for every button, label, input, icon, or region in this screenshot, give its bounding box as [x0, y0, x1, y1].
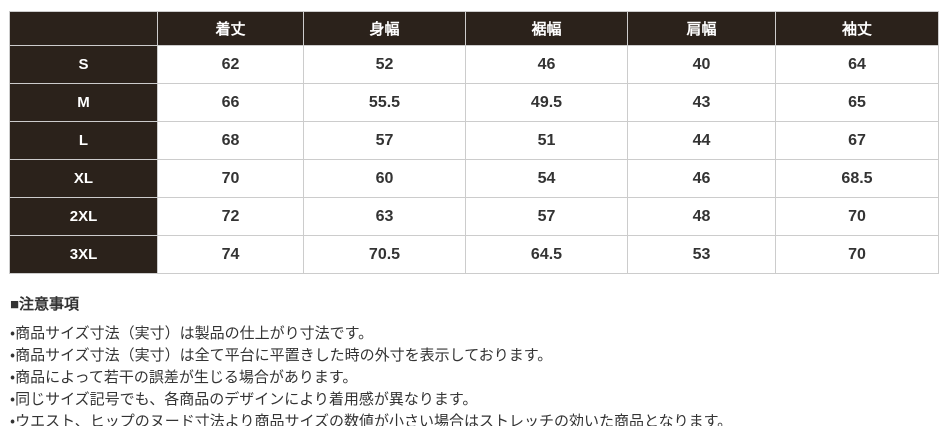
table-row-xl: XL 70 60 54 46 68.5: [9, 159, 939, 198]
row-header-size-3xl: 3XL: [9, 235, 158, 274]
size-value-cell: 62: [157, 45, 304, 84]
size-value-cell: 64: [775, 45, 939, 84]
note-item: ・商品サイズ寸法（実寸）は全て平台に平置きした時の外寸を表示しております。: [10, 347, 553, 364]
size-value-cell: 46: [465, 45, 628, 84]
size-value-cell: 43: [627, 83, 776, 122]
size-value-cell: 52: [303, 45, 466, 84]
column-header-hem-width: 裾幅: [465, 11, 628, 46]
table-row-2xl: 2XL 72 63 57 48 70: [9, 197, 939, 236]
size-value-cell: 72: [157, 197, 304, 236]
corner-cell: [9, 11, 158, 46]
size-value-cell: 74: [157, 235, 304, 274]
table-header-row: 着丈 身幅 裾幅 肩幅 袖丈: [9, 11, 939, 46]
size-value-cell: 70: [775, 235, 939, 274]
column-header-shoulder-width: 肩幅: [627, 11, 776, 46]
column-header-body-length: 着丈: [157, 11, 304, 46]
column-header-sleeve-length: 袖丈: [775, 11, 939, 46]
size-value-cell: 67: [775, 121, 939, 160]
size-chart-table: 着丈 身幅 裾幅 肩幅 袖丈 S 62 52 46 40 64 M 66 55.…: [9, 11, 939, 274]
size-value-cell: 51: [465, 121, 628, 160]
size-value-cell: 60: [303, 159, 466, 198]
note-item: ・商品によって若干の誤差が生じる場合があります。: [10, 369, 358, 386]
size-value-cell: 68.5: [775, 159, 939, 198]
size-value-cell: 65: [775, 83, 939, 122]
table-row-l: L 68 57 51 44 67: [9, 121, 939, 160]
size-value-cell: 49.5: [465, 83, 628, 122]
size-value-cell: 57: [303, 121, 466, 160]
table-row-m: M 66 55.5 49.5 43 65: [9, 83, 939, 122]
column-header-body-width: 身幅: [303, 11, 466, 46]
size-value-cell: 53: [627, 235, 776, 274]
size-value-cell: 55.5: [303, 83, 466, 122]
size-value-cell: 68: [157, 121, 304, 160]
table-row-3xl: 3XL 74 70.5 64.5 53 70: [9, 235, 939, 274]
row-header-size-2xl: 2XL: [9, 197, 158, 236]
note-item: ・商品サイズ寸法（実寸）は製品の仕上がり寸法です。: [10, 325, 374, 342]
notes-heading: ■注意事項: [10, 296, 80, 313]
table-row-s: S 62 52 46 40 64: [9, 45, 939, 84]
notes-section: ■注意事項 ・商品サイズ寸法（実寸）は製品の仕上がり寸法です。 ・商品サイズ寸法…: [9, 293, 941, 426]
size-value-cell: 44: [627, 121, 776, 160]
size-value-cell: 54: [465, 159, 628, 198]
note-item: ・同じサイズ記号でも、各商品のデザインにより着用感が異なります。: [10, 391, 478, 408]
size-value-cell: 70.5: [303, 235, 466, 274]
row-header-size-s: S: [9, 45, 158, 84]
size-value-cell: 57: [465, 197, 628, 236]
row-header-size-m: M: [9, 83, 158, 122]
size-value-cell: 64.5: [465, 235, 628, 274]
size-value-cell: 63: [303, 197, 466, 236]
size-value-cell: 40: [627, 45, 776, 84]
note-item: ・ウエスト、ヒップのヌード寸法より商品サイズの数値が小さい場合はストレッチの効い…: [10, 413, 733, 426]
size-value-cell: 46: [627, 159, 776, 198]
size-value-cell: 70: [775, 197, 939, 236]
size-value-cell: 66: [157, 83, 304, 122]
row-header-size-l: L: [9, 121, 158, 160]
size-value-cell: 48: [627, 197, 776, 236]
row-header-size-xl: XL: [9, 159, 158, 198]
size-value-cell: 70: [157, 159, 304, 198]
